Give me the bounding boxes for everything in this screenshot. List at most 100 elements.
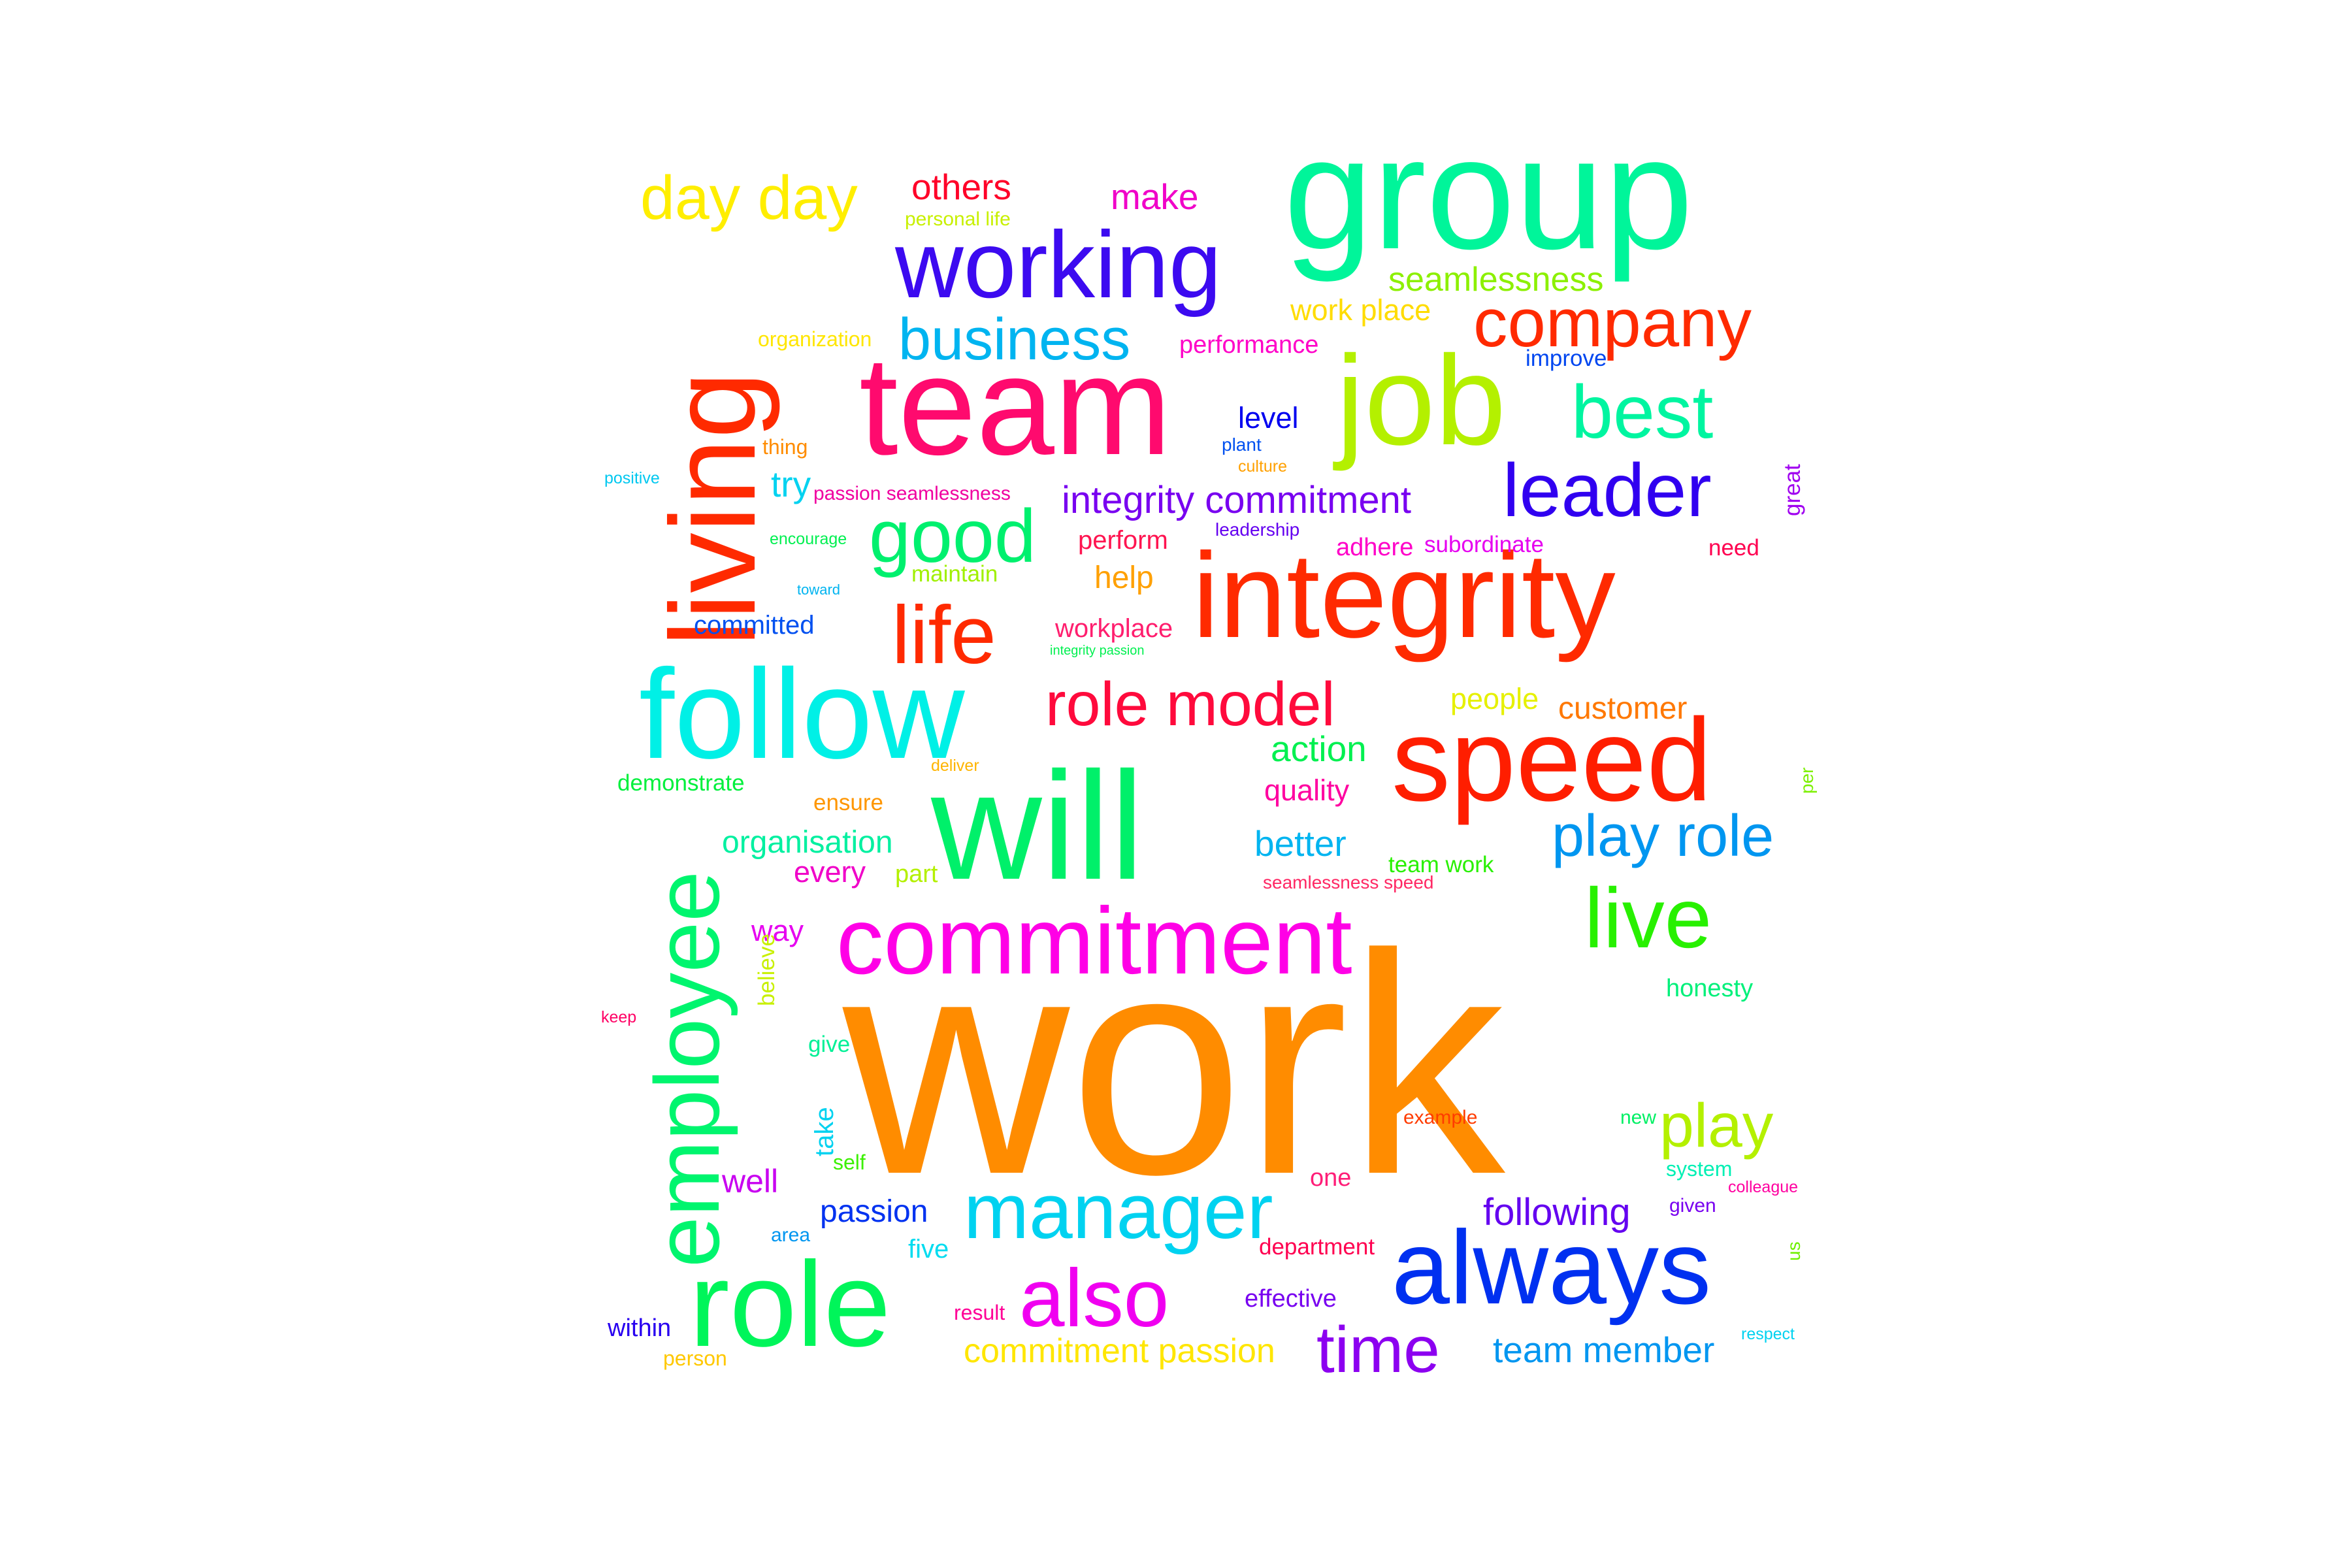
cloud-word: area [771,1224,810,1246]
cloud-word: will [930,740,1144,911]
cloud-word: department [1259,1234,1375,1260]
cloud-word: within [607,1315,671,1342]
cloud-word: make [1111,176,1199,217]
cloud-word: subordinate [1424,532,1544,557]
cloud-word: organization [758,327,872,351]
cloud-word: plant [1222,434,1262,455]
cloud-word: culture [1238,457,1287,476]
cloud-word: action [1271,728,1367,769]
cloud-word: believe [754,934,779,1006]
cloud-word: good [869,495,1036,578]
cloud-word: life [892,590,996,681]
cloud-word: demonstrate [617,770,745,796]
cloud-word: live [1584,870,1712,966]
cloud-word: level [1238,401,1299,434]
cloud-word: new [1620,1107,1656,1128]
cloud-word: play [1659,1091,1774,1160]
cloud-word: leader [1503,449,1712,532]
cloud-word: working [894,212,1222,318]
cloud-word: way [751,914,804,947]
cloud-word: personal life [905,208,1011,230]
cloud-word: others [911,167,1011,207]
cloud-word: speed [1392,694,1712,826]
cloud-word: always [1392,1209,1711,1326]
cloud-word: passion [820,1194,928,1229]
cloud-word: job [1333,329,1506,472]
cloud-word: follow [639,643,966,785]
cloud-word: team [859,327,1171,484]
cloud-word: better [1254,823,1347,864]
cloud-word: organisation [722,825,893,860]
cloud-word: adhere [1336,534,1413,561]
cloud-word: result [954,1301,1005,1324]
cloud-word: people [1450,682,1539,715]
cloud-word: integrity [1192,529,1616,663]
cloud-word: thing [762,435,808,459]
cloud-word: need [1708,535,1759,561]
cloud-word: group [1284,103,1693,282]
cloud-word: us [1784,1241,1804,1261]
cloud-word: help [1094,561,1154,595]
cloud-word: per [1797,768,1817,794]
cloud-word: example [1403,1107,1477,1128]
cloud-word: great [1780,464,1805,516]
cloud-word: perform [1078,526,1168,555]
cloud-word: person [663,1347,727,1370]
cloud-word: toward [797,581,840,598]
cloud-word: time [1316,1313,1440,1386]
cloud-word: workplace [1054,614,1173,643]
cloud-word: commitment [836,888,1352,994]
cloud-word: living [646,371,781,647]
cloud-word: work [838,889,1510,1239]
cloud-word: customer [1558,691,1687,726]
cloud-word: well [721,1163,778,1200]
cloud-word: following [1483,1191,1631,1233]
cloud-word: one [1310,1164,1351,1192]
cloud-word: keep [601,1008,636,1026]
cloud-word: system [1666,1157,1732,1181]
cloud-word: ensure [813,790,883,815]
cloud-word: role model [1045,670,1335,739]
cloud-word: given [1669,1195,1716,1217]
cloud-word: team work [1388,852,1494,877]
cloud-word: quality [1264,774,1350,807]
cloud-word: also [1019,1253,1169,1344]
cloud-word: try [771,464,811,504]
cloud-word: integrity passion [1050,644,1145,658]
cloud-word: performance [1179,331,1318,359]
cloud-word: seamlessness [1388,261,1603,299]
cloud-word: passion seamlessness [813,483,1011,504]
cloud-word: employee [636,871,738,1267]
cloud-word: leadership [1215,519,1299,540]
cloud-word: integrity commitment [1062,479,1411,521]
cloud-word: take [810,1107,839,1156]
cloud-word: every [794,855,866,889]
cloud-word: part [895,860,938,888]
cloud-word: business [898,307,1130,372]
cloud-word: honesty [1666,975,1753,1002]
cloud-word: self [833,1151,866,1174]
cloud-word: maintain [911,561,998,587]
cloud-word: deliver [931,757,979,775]
cloud-word: seamlessness speed [1263,872,1433,892]
cloud-word: day day [640,163,858,233]
cloud-word: committed [694,611,815,640]
cloud-word: encourage [770,530,847,548]
cloud-word: commitment passion [964,1332,1275,1370]
cloud-word: give [808,1032,850,1057]
cloud-word: positive [604,469,660,487]
cloud-word: improve [1526,346,1607,371]
cloud-word: effective [1245,1285,1337,1313]
cloud-word: manager [964,1168,1273,1255]
cloud-word: work place [1290,293,1431,327]
cloud-word: role [689,1237,890,1372]
cloud-word: play role [1552,804,1774,869]
cloud-word: respect [1741,1325,1795,1343]
cloud-word: colleague [1728,1178,1798,1196]
cloud-word: best [1571,370,1713,454]
cloud-word: team member [1493,1330,1714,1370]
cloud-word: five [908,1235,949,1264]
